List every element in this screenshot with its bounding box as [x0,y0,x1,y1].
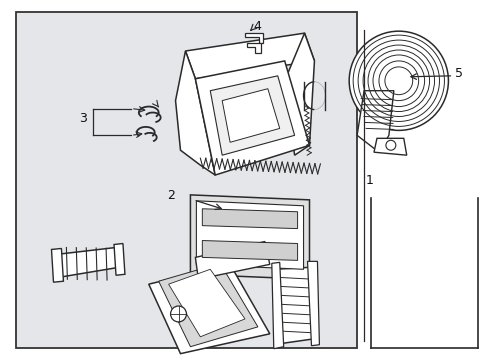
Polygon shape [222,89,280,142]
Polygon shape [159,264,258,347]
Polygon shape [285,33,315,155]
Polygon shape [185,33,315,79]
Polygon shape [196,61,310,175]
Polygon shape [202,209,297,229]
Polygon shape [191,195,310,279]
Text: 2: 2 [167,189,174,202]
Text: 3: 3 [79,112,87,125]
Polygon shape [245,33,263,43]
Circle shape [386,140,396,150]
Polygon shape [51,248,63,282]
Bar [17,12,357,348]
Polygon shape [308,261,319,346]
Text: 1: 1 [366,174,373,186]
Polygon shape [202,240,297,260]
Polygon shape [196,242,270,279]
Polygon shape [275,267,315,344]
Text: 5: 5 [455,67,464,80]
Polygon shape [114,243,125,275]
Polygon shape [196,201,303,269]
Circle shape [349,31,448,130]
Polygon shape [210,76,294,155]
Polygon shape [175,51,215,175]
Polygon shape [56,247,119,277]
Polygon shape [169,269,245,337]
Polygon shape [357,91,394,152]
Polygon shape [272,262,284,349]
Polygon shape [247,43,261,53]
Polygon shape [374,138,407,155]
Polygon shape [149,264,270,354]
Text: 4: 4 [253,20,261,33]
Circle shape [171,306,187,322]
